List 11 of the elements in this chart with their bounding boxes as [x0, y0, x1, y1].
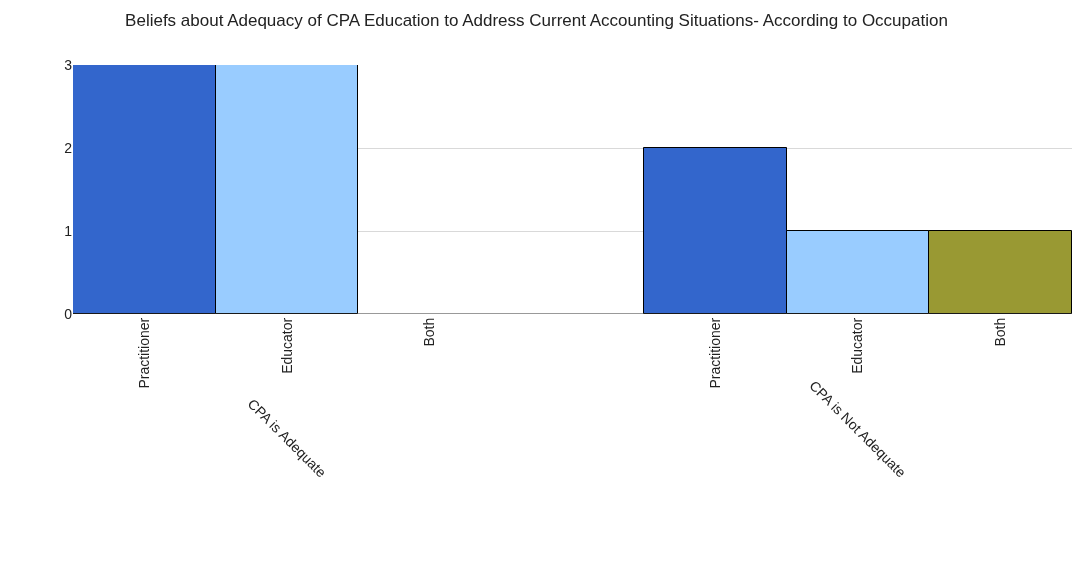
x-tick-label: Practitioner	[135, 317, 152, 389]
y-tick-label: 3	[64, 56, 73, 73]
x-tick-label: Practitioner	[706, 317, 723, 389]
y-tick-label: 0	[64, 305, 73, 322]
x-tick-label: Both	[421, 317, 438, 347]
x-tick-label: Educator	[849, 317, 866, 374]
x-tick-label: Both	[992, 317, 1009, 347]
chart-title: Beliefs about Adequacy of CPA Education to Address Current Accounting Situations- According to Occupation	[125, 10, 948, 30]
y-tick-label: 2	[64, 139, 73, 156]
x-tick-label: Educator	[278, 317, 295, 374]
y-tick-label: 1	[64, 222, 73, 239]
